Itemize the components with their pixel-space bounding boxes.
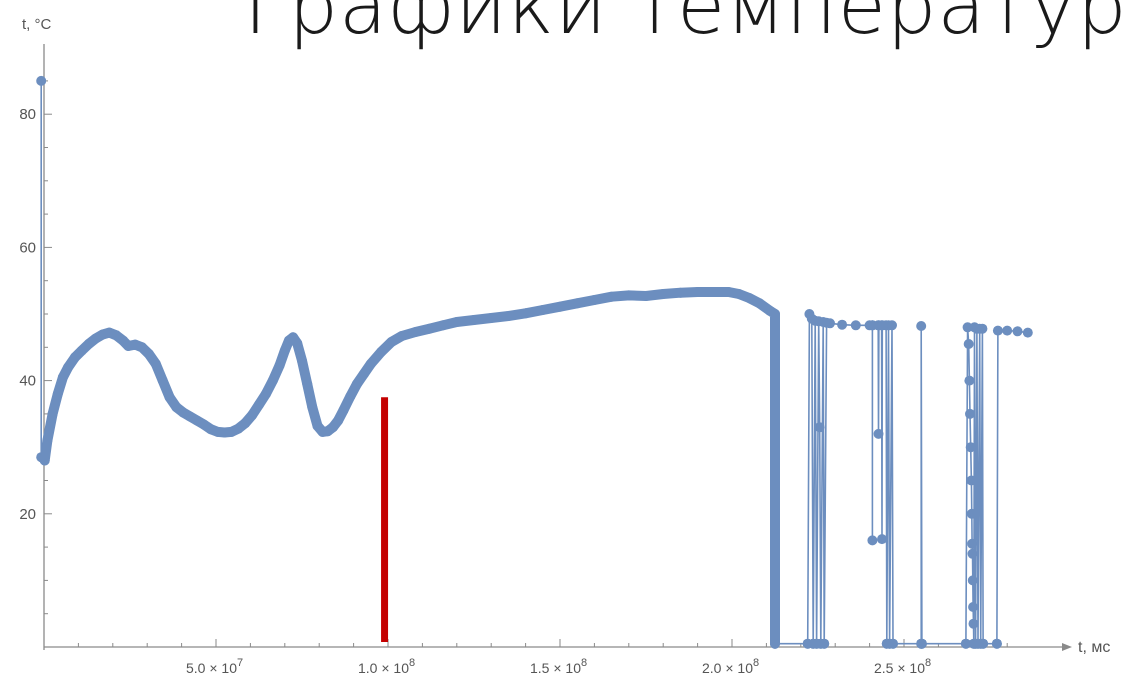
baseline-point [888,638,898,649]
data-point [967,575,978,586]
data-point [850,320,861,331]
data-point [814,422,825,433]
x-tick-label: 5.0 × 107 [186,657,243,676]
data-point [966,475,977,486]
data-point [825,318,835,329]
baseline-point [991,638,1002,649]
data-point [963,339,974,349]
y-tick-label: 40 [19,373,36,390]
x-tick-label: 1.0 × 108 [358,657,415,676]
data-point [877,534,887,545]
baseline-point [916,638,927,649]
data-point [1012,326,1023,337]
data-point [962,322,973,333]
data-point [837,319,848,330]
data-point [1002,325,1013,336]
data-point [966,508,977,519]
data-point [887,320,897,331]
data-point [873,428,884,439]
data-point [964,375,975,386]
data-point [965,408,975,419]
x-tick-label: 2.5 × 108 [874,657,931,676]
y-tick-label: 20 [19,506,36,523]
x-tick-label: 2.0 × 108 [702,657,759,676]
data-point [967,538,978,549]
series-layer [36,75,1033,649]
data-point [968,618,979,629]
x-axis-label: t, мс [1078,639,1110,656]
y-tick-label: 80 [19,106,36,123]
data-point [867,535,878,546]
baseline-point [960,638,971,649]
y-axis-label: t, °C [22,16,52,33]
baseline-point [770,638,780,649]
series-dense-band [39,287,780,649]
baseline-point [978,638,989,649]
x-tick-label: 1.5 × 108 [530,657,587,676]
ticks-layer: 20 40 60 80 5.0 × 107 1.0 × 108 1.5 × 108 2.0 ×… [19,80,1008,676]
data-point [967,548,978,559]
chart-title: Графики температур [244,0,1126,52]
data-point [965,442,976,453]
data-point [36,75,47,86]
data-point [916,321,927,331]
baseline-point [819,638,830,649]
data-point [1022,327,1033,338]
x-axis-arrow [1062,643,1072,651]
data-point [977,323,988,334]
data-point [992,325,1003,336]
data-point [968,602,979,612]
y-tick-label: 60 [19,239,36,256]
